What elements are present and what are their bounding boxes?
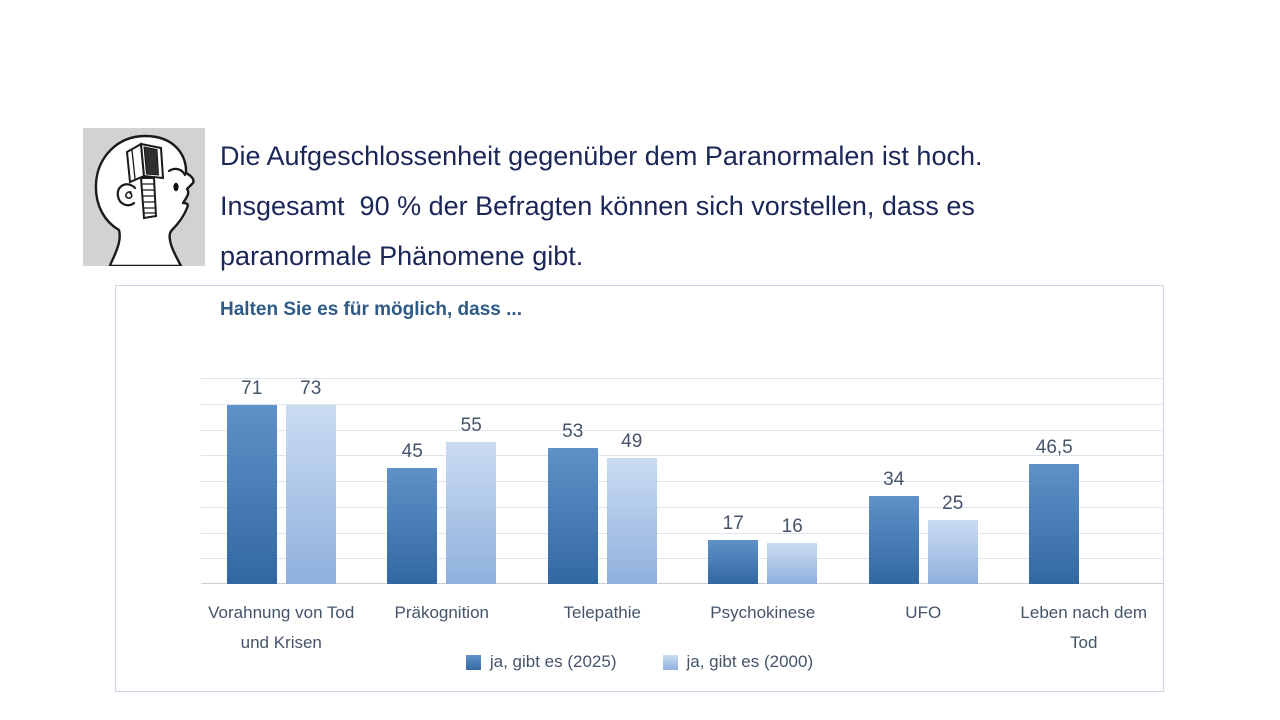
bar-slot: 73: [285, 378, 336, 584]
bar-slot: 25: [927, 378, 978, 584]
category-label: Psychokinese: [710, 603, 816, 622]
legend-label: ja, gibt es (2000): [686, 652, 814, 671]
bar-group: 34 25: [843, 378, 1004, 584]
bar-2000: [446, 442, 497, 584]
value-label: 25: [942, 492, 964, 514]
bar-2000: [606, 457, 657, 584]
headline-line-1: Die Aufgeschlossenheit gegenüber dem Par…: [220, 141, 983, 171]
legend-marker-2000: [662, 654, 678, 670]
plot-area: 71 73 45 55 53 49 17 16 34 25 46,5: [201, 378, 1164, 584]
bar-2025: [387, 468, 438, 584]
legend-item: ja, gibt es (2000): [662, 652, 814, 672]
value-label: 34: [883, 469, 905, 491]
gridline: [201, 481, 1164, 482]
bar-slot: 34: [868, 378, 919, 584]
legend-marker-2025: [465, 654, 481, 670]
legend-item: ja, gibt es (2025): [465, 652, 617, 672]
value-label: 16: [781, 515, 803, 537]
value-label: 71: [241, 378, 263, 399]
bar-slot: 53: [547, 378, 598, 584]
bar-slot: 49: [606, 378, 657, 584]
bar-2000: [285, 405, 336, 584]
bar-slot: 16: [767, 378, 818, 584]
chart-container: Halten Sie es für möglich, dass ... 71 73…: [115, 285, 1164, 692]
x-axis-line: [201, 583, 1164, 584]
bar-2025: [226, 405, 277, 584]
gridline: [201, 403, 1164, 405]
chart-title: Halten Sie es für möglich, dass ...: [220, 299, 522, 320]
gridline: [201, 506, 1164, 508]
category-label: Leben nach dem Tod: [1020, 603, 1148, 652]
gridline: [201, 455, 1164, 457]
gridline: [201, 429, 1164, 431]
headline-line-2: Insgesamt 90 % der Befragten können sich…: [220, 191, 975, 221]
headline-line-3: paranormale Phänomene gibt.: [220, 241, 584, 271]
bar-2025: [868, 496, 919, 584]
category-label: UFO: [905, 603, 942, 622]
bar-2000: [767, 542, 818, 584]
bar-group: 53 49: [522, 378, 683, 584]
gridline: [201, 378, 1164, 379]
bar-groups: 71 73 45 55 53 49 17 16 34 25 46,5: [201, 378, 1164, 584]
bar-group: 46,5: [1004, 378, 1165, 584]
bar-group: 45 55: [362, 378, 523, 584]
value-label: 49: [621, 430, 643, 452]
open-mind-logo: [83, 128, 205, 268]
legend: ja, gibt es (2025) ja, gibt es (2000): [116, 652, 1163, 672]
value-label: 53: [562, 420, 584, 442]
bar-slot: [1088, 378, 1138, 584]
bar-slot: 45: [387, 378, 438, 584]
category-label: Vorahnung von Tod und Krisen: [208, 603, 355, 652]
category-axis: Vorahnung von Tod und Krisen Präkognition…: [201, 598, 1164, 658]
legend-label: ja, gibt es (2025): [489, 652, 617, 671]
value-label: 73: [300, 378, 322, 399]
bar-2025: [708, 540, 759, 584]
value-label: 17: [722, 513, 744, 535]
headline: Die Aufgeschlossenheit gegenüber dem Par…: [220, 131, 1160, 281]
bar-slot: 55: [446, 378, 497, 584]
category-label: Präkognition: [394, 603, 489, 622]
bar-group: 17 16: [683, 378, 844, 584]
bar-group: 71 73: [201, 378, 362, 584]
open-head-profile-icon: [83, 128, 205, 268]
bar-slot: 71: [226, 378, 277, 584]
bar-2000: [927, 519, 978, 584]
value-label: 55: [460, 415, 482, 437]
value-label: 46,5: [1035, 437, 1073, 459]
bar-slot: 46,5: [1029, 378, 1080, 584]
value-label: 45: [401, 441, 423, 463]
bar-2025: [1029, 464, 1080, 584]
gridline: [201, 558, 1164, 560]
bar-slot: 17: [708, 378, 759, 584]
category-label: Telepathie: [563, 603, 641, 622]
gridline: [201, 532, 1164, 534]
bar-2025: [547, 447, 598, 584]
